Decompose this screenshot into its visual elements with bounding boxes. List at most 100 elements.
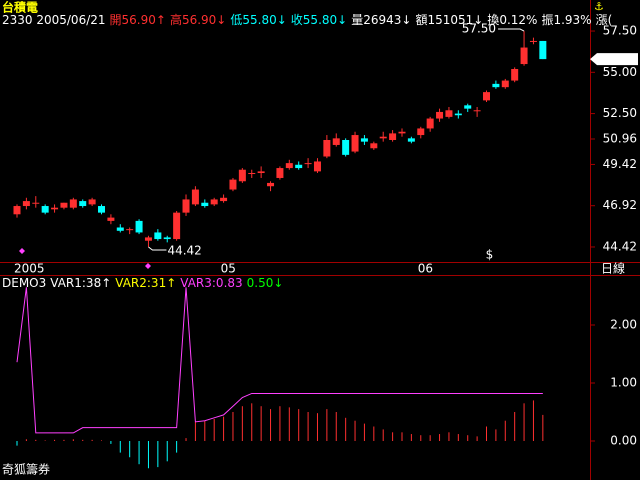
low-annotation: 44.42 (167, 243, 201, 257)
candle-body (60, 202, 68, 208)
candle-body (107, 217, 115, 221)
candle-body (295, 164, 303, 169)
y-tick-label: 50.96 (603, 132, 637, 146)
candle-body (238, 169, 246, 182)
y-tick-label: 57.50 (603, 24, 637, 38)
y-tick-label: 44.42 (603, 239, 637, 253)
pin-icon[interactable]: ⚓ (594, 0, 604, 13)
candle-body (379, 136, 387, 139)
legend-entry: VAR3:0.83 (180, 276, 242, 290)
candle-body (191, 189, 199, 205)
quote-item: 開56.90↑ (110, 13, 166, 27)
candle-body (417, 128, 425, 136)
candle-body (511, 69, 519, 81)
quote-item: 換0.12% (487, 13, 537, 27)
candle-body (98, 206, 106, 213)
quote-item: 額151051↓ (415, 13, 483, 27)
y-tick-label: 0.00 (610, 434, 637, 448)
candle-body (370, 143, 378, 149)
candle-body (426, 118, 434, 129)
x-tick-label: 06 (418, 262, 433, 276)
candle-body (304, 163, 312, 165)
candle-body (88, 199, 96, 205)
candle-body (126, 229, 134, 231)
candle-body (492, 83, 500, 88)
high-annotation: 57.50 (462, 22, 496, 36)
quote-item: 振1.93% (541, 13, 591, 27)
candle-body (229, 179, 237, 190)
period-label[interactable]: 日線 (601, 261, 625, 276)
candle-body (248, 173, 256, 175)
signal-marker: $ (486, 248, 494, 262)
candle-body (342, 140, 350, 155)
legend-entry: VAR1:38↑ (50, 276, 111, 290)
indicator-legend: DEMO3 VAR1:38↑ VAR2:31↑ VAR3:0.83 0.50↓ (2, 276, 283, 290)
candle-body (445, 110, 453, 117)
candle-body (41, 206, 49, 213)
annotation-leader (148, 246, 167, 251)
y-tick-label: 1.00 (610, 376, 637, 390)
quote-item: 收55.80↓ (291, 13, 347, 27)
last-price-box (590, 53, 638, 66)
candle-body (163, 237, 171, 240)
candle-body (323, 140, 331, 157)
candle-body (116, 227, 124, 231)
footer-label: 奇狐籌券 (2, 462, 50, 477)
candle-body (201, 202, 209, 207)
y-tick-label: 55.00 (603, 65, 637, 79)
candle-body (69, 199, 77, 208)
candle-body (173, 212, 181, 240)
y-tick-label: 46.92 (603, 198, 637, 212)
candle-body (529, 40, 537, 42)
candle-body (313, 161, 321, 172)
candle-body (257, 171, 265, 174)
candle-body (539, 40, 547, 60)
candle-body (144, 237, 152, 241)
quote-item: 低55.80↓ (230, 13, 286, 27)
last-price-label: 55.80 (603, 52, 637, 66)
candle-body (13, 206, 21, 215)
stock-name: 台積電 (2, 0, 38, 15)
quote-line: 2330 2005/06/21 開56.90↑ 高56.90↓ 低55.80↓ 收55.… (2, 12, 612, 27)
legend-entry: 0.50↓ (247, 276, 284, 290)
y-tick-label: 2.00 (610, 318, 637, 332)
candle-body (154, 232, 162, 240)
y-tick-label: 49.42 (603, 157, 637, 171)
candle-body (398, 131, 406, 134)
candle-body (210, 199, 218, 205)
candle-body (267, 182, 275, 187)
candle-body (182, 199, 190, 213)
signal-diamond (145, 263, 151, 269)
indicator-title: DEMO3 (2, 276, 46, 290)
candle-body (32, 202, 40, 204)
candle-body (454, 113, 462, 116)
candle-body (389, 133, 397, 140)
candle-body (220, 197, 228, 202)
annotation-leader (498, 28, 525, 32)
x-tick-label: 05 (221, 262, 236, 276)
indicator-line (16, 287, 543, 434)
quote-item: 量26943↓ (351, 13, 411, 27)
candle-body (473, 110, 481, 112)
candle-body (436, 111, 444, 119)
candle-body (276, 168, 284, 178)
x-tick-label: 2005 (14, 262, 45, 276)
y-tick-label: 52.50 (603, 106, 637, 120)
candle-body (520, 47, 528, 65)
candle-body (351, 135, 359, 152)
signal-diamond (19, 248, 25, 254)
candle-body (135, 220, 143, 233)
legend-entry: VAR2:31↑ (115, 276, 176, 290)
candle-body (332, 138, 340, 145)
quote-item: 漲( (596, 13, 613, 27)
candle-body (407, 138, 415, 142)
candle-body (360, 138, 368, 142)
candle-body (79, 201, 87, 207)
candle-body (285, 163, 293, 169)
candle-body (464, 105, 472, 109)
candle-body (483, 92, 490, 101)
quote-item: 2330 2005/06/21 (2, 13, 106, 27)
candle-body (51, 207, 59, 210)
